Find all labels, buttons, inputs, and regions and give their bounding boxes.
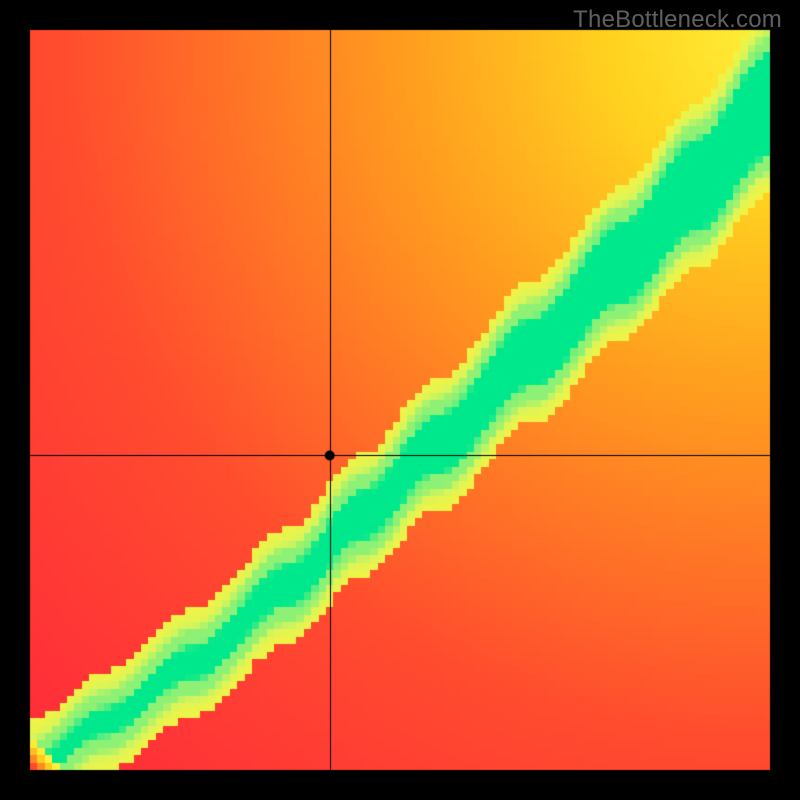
chart-container: { "watermark": { "text": "TheBottleneck.… — [0, 0, 800, 800]
bottleneck-heatmap-canvas — [0, 0, 800, 800]
watermark-text: TheBottleneck.com — [573, 6, 782, 34]
